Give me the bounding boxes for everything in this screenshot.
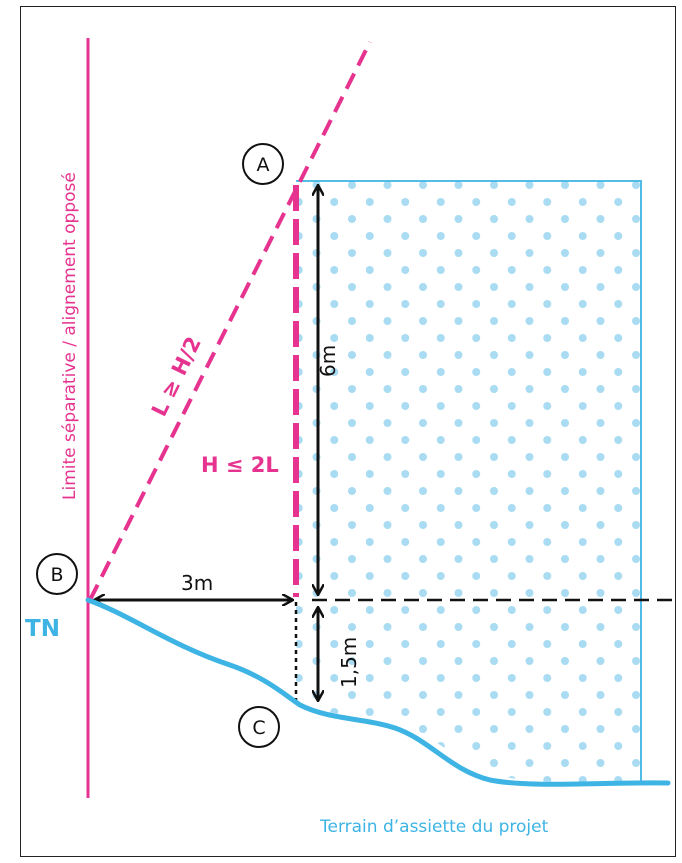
point-a-marker: A <box>242 143 284 185</box>
point-b-label: B <box>50 564 63 586</box>
point-c-marker: C <box>238 706 280 748</box>
limit-line-label: Limite séparative / alignement opposé <box>60 172 80 500</box>
natural-ground-line <box>85 597 671 787</box>
prospect-diagonal <box>88 41 372 601</box>
point-b-marker: B <box>36 553 78 595</box>
building-outline <box>296 180 642 782</box>
horizontal-dimension-label: 3m <box>181 571 213 595</box>
point-c-label: C <box>252 717 265 739</box>
point-a-label: A <box>257 154 270 176</box>
offset-dimension-label: 1,5m <box>337 637 361 688</box>
terrain-caption: Terrain d’assiette du projet <box>319 817 549 837</box>
rule-h-label: H ≤ 2L <box>201 453 279 477</box>
ground-natural-label: TN <box>25 616 60 642</box>
rule-l-label: L ≥ H/2 <box>147 333 206 420</box>
building-fill <box>296 181 641 783</box>
height-dimension-label: 6m <box>316 345 340 377</box>
building-volume <box>296 180 642 783</box>
